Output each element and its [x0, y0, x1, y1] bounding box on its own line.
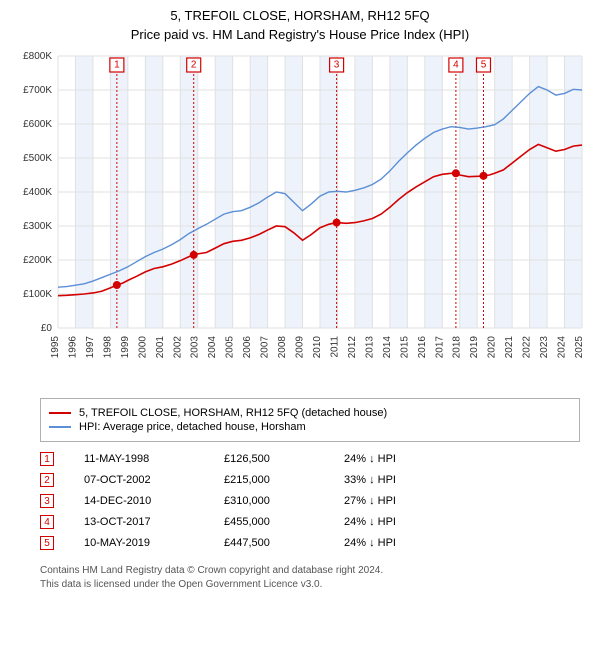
transaction-row: 1 11-MAY-1998 £126,500 24% ↓ HPI [40, 452, 580, 466]
legend-swatch-2 [49, 426, 71, 428]
svg-text:2001: 2001 [155, 336, 166, 359]
transaction-idx-box: 5 [40, 536, 54, 550]
svg-text:2013: 2013 [364, 336, 375, 359]
svg-text:2024: 2024 [557, 336, 568, 359]
svg-text:2012: 2012 [347, 336, 358, 359]
title-address: 5, TREFOIL CLOSE, HORSHAM, RH12 5FQ [10, 8, 590, 23]
svg-text:2003: 2003 [190, 336, 201, 359]
svg-text:5: 5 [481, 60, 487, 71]
svg-text:£0: £0 [41, 323, 53, 334]
svg-text:2000: 2000 [137, 336, 148, 359]
legend-row-hpi: HPI: Average price, detached house, Hors… [49, 421, 571, 433]
transaction-price: £215,000 [224, 474, 314, 486]
transaction-price: £455,000 [224, 516, 314, 528]
svg-text:2020: 2020 [487, 336, 498, 359]
svg-text:1995: 1995 [50, 336, 61, 359]
transaction-date: 14-DEC-2010 [84, 495, 194, 507]
transaction-row: 4 13-OCT-2017 £455,000 24% ↓ HPI [40, 515, 580, 529]
title-subtitle: Price paid vs. HM Land Registry's House … [10, 27, 590, 42]
chart-plot: £0 £100K £200K £300K £400K £500K £600K £700K £80… [10, 50, 590, 390]
transaction-diff: 27% ↓ HPI [344, 495, 444, 507]
transaction-diff: 24% ↓ HPI [344, 453, 444, 465]
svg-text:1: 1 [114, 60, 120, 71]
transaction-price: £310,000 [224, 495, 314, 507]
transactions-table: 1 11-MAY-1998 £126,500 24% ↓ HPI 2 07-OCT-200… [40, 452, 580, 550]
svg-text:£300K: £300K [23, 221, 52, 232]
svg-text:1996: 1996 [67, 336, 78, 359]
chart-svg: £0 £100K £200K £300K £400K £500K £600K £700K £80… [10, 50, 590, 390]
svg-text:2015: 2015 [399, 336, 410, 359]
svg-text:2008: 2008 [277, 336, 288, 359]
transaction-idx-box: 3 [40, 494, 54, 508]
transaction-row: 3 14-DEC-2010 £310,000 27% ↓ HPI [40, 494, 580, 508]
svg-text:1998: 1998 [102, 336, 113, 359]
svg-text:2002: 2002 [172, 336, 183, 359]
svg-text:3: 3 [334, 60, 340, 71]
svg-text:£400K: £400K [23, 187, 52, 198]
svg-text:£200K: £200K [23, 255, 52, 266]
legend-label-2: HPI: Average price, detached house, Hors… [79, 421, 306, 433]
svg-text:2007: 2007 [260, 336, 271, 359]
legend-box: 5, TREFOIL CLOSE, HORSHAM, RH12 5FQ (det… [40, 398, 580, 442]
svg-text:2006: 2006 [242, 336, 253, 359]
svg-text:2022: 2022 [522, 336, 533, 359]
svg-text:2: 2 [191, 60, 197, 71]
transaction-idx-box: 4 [40, 515, 54, 529]
legend-row-price-paid: 5, TREFOIL CLOSE, HORSHAM, RH12 5FQ (det… [49, 407, 571, 419]
svg-text:2016: 2016 [417, 336, 428, 359]
footer-line-2: This data is licensed under the Open Gov… [40, 578, 580, 592]
svg-text:2005: 2005 [225, 336, 236, 359]
transaction-diff: 33% ↓ HPI [344, 474, 444, 486]
transaction-date: 07-OCT-2002 [84, 474, 194, 486]
legend-label-1: 5, TREFOIL CLOSE, HORSHAM, RH12 5FQ (det… [79, 407, 387, 419]
transaction-row: 5 10-MAY-2019 £447,500 24% ↓ HPI [40, 536, 580, 550]
transaction-diff: 24% ↓ HPI [344, 516, 444, 528]
transaction-price: £126,500 [224, 453, 314, 465]
svg-text:£700K: £700K [23, 85, 52, 96]
svg-text:2023: 2023 [539, 336, 550, 359]
svg-text:2014: 2014 [382, 336, 393, 359]
svg-text:2004: 2004 [207, 336, 218, 359]
legend-swatch-1 [49, 412, 71, 414]
svg-text:2018: 2018 [452, 336, 463, 359]
transaction-date: 13-OCT-2017 [84, 516, 194, 528]
transaction-price: £447,500 [224, 537, 314, 549]
footer-line-1: Contains HM Land Registry data © Crown c… [40, 564, 580, 578]
svg-text:4: 4 [453, 60, 459, 71]
svg-text:2025: 2025 [574, 336, 585, 359]
transaction-idx-box: 1 [40, 452, 54, 466]
transaction-date: 11-MAY-1998 [84, 453, 194, 465]
svg-text:£600K: £600K [23, 119, 52, 130]
transaction-diff: 24% ↓ HPI [344, 537, 444, 549]
footer-attribution: Contains HM Land Registry data © Crown c… [40, 564, 580, 592]
svg-text:2011: 2011 [329, 336, 340, 358]
svg-text:2019: 2019 [469, 336, 480, 359]
svg-text:1999: 1999 [120, 336, 131, 359]
transaction-row: 2 07-OCT-2002 £215,000 33% ↓ HPI [40, 473, 580, 487]
transaction-idx-box: 2 [40, 473, 54, 487]
transaction-date: 10-MAY-2019 [84, 537, 194, 549]
chart-container: 5, TREFOIL CLOSE, HORSHAM, RH12 5FQ Pric… [0, 0, 600, 602]
svg-text:£500K: £500K [23, 153, 52, 164]
svg-text:2021: 2021 [504, 336, 515, 359]
svg-text:£800K: £800K [23, 51, 52, 62]
svg-text:2009: 2009 [295, 336, 306, 359]
svg-text:2010: 2010 [312, 336, 323, 359]
svg-text:1997: 1997 [85, 336, 96, 359]
svg-text:2017: 2017 [434, 336, 445, 359]
svg-text:£100K: £100K [23, 289, 52, 300]
